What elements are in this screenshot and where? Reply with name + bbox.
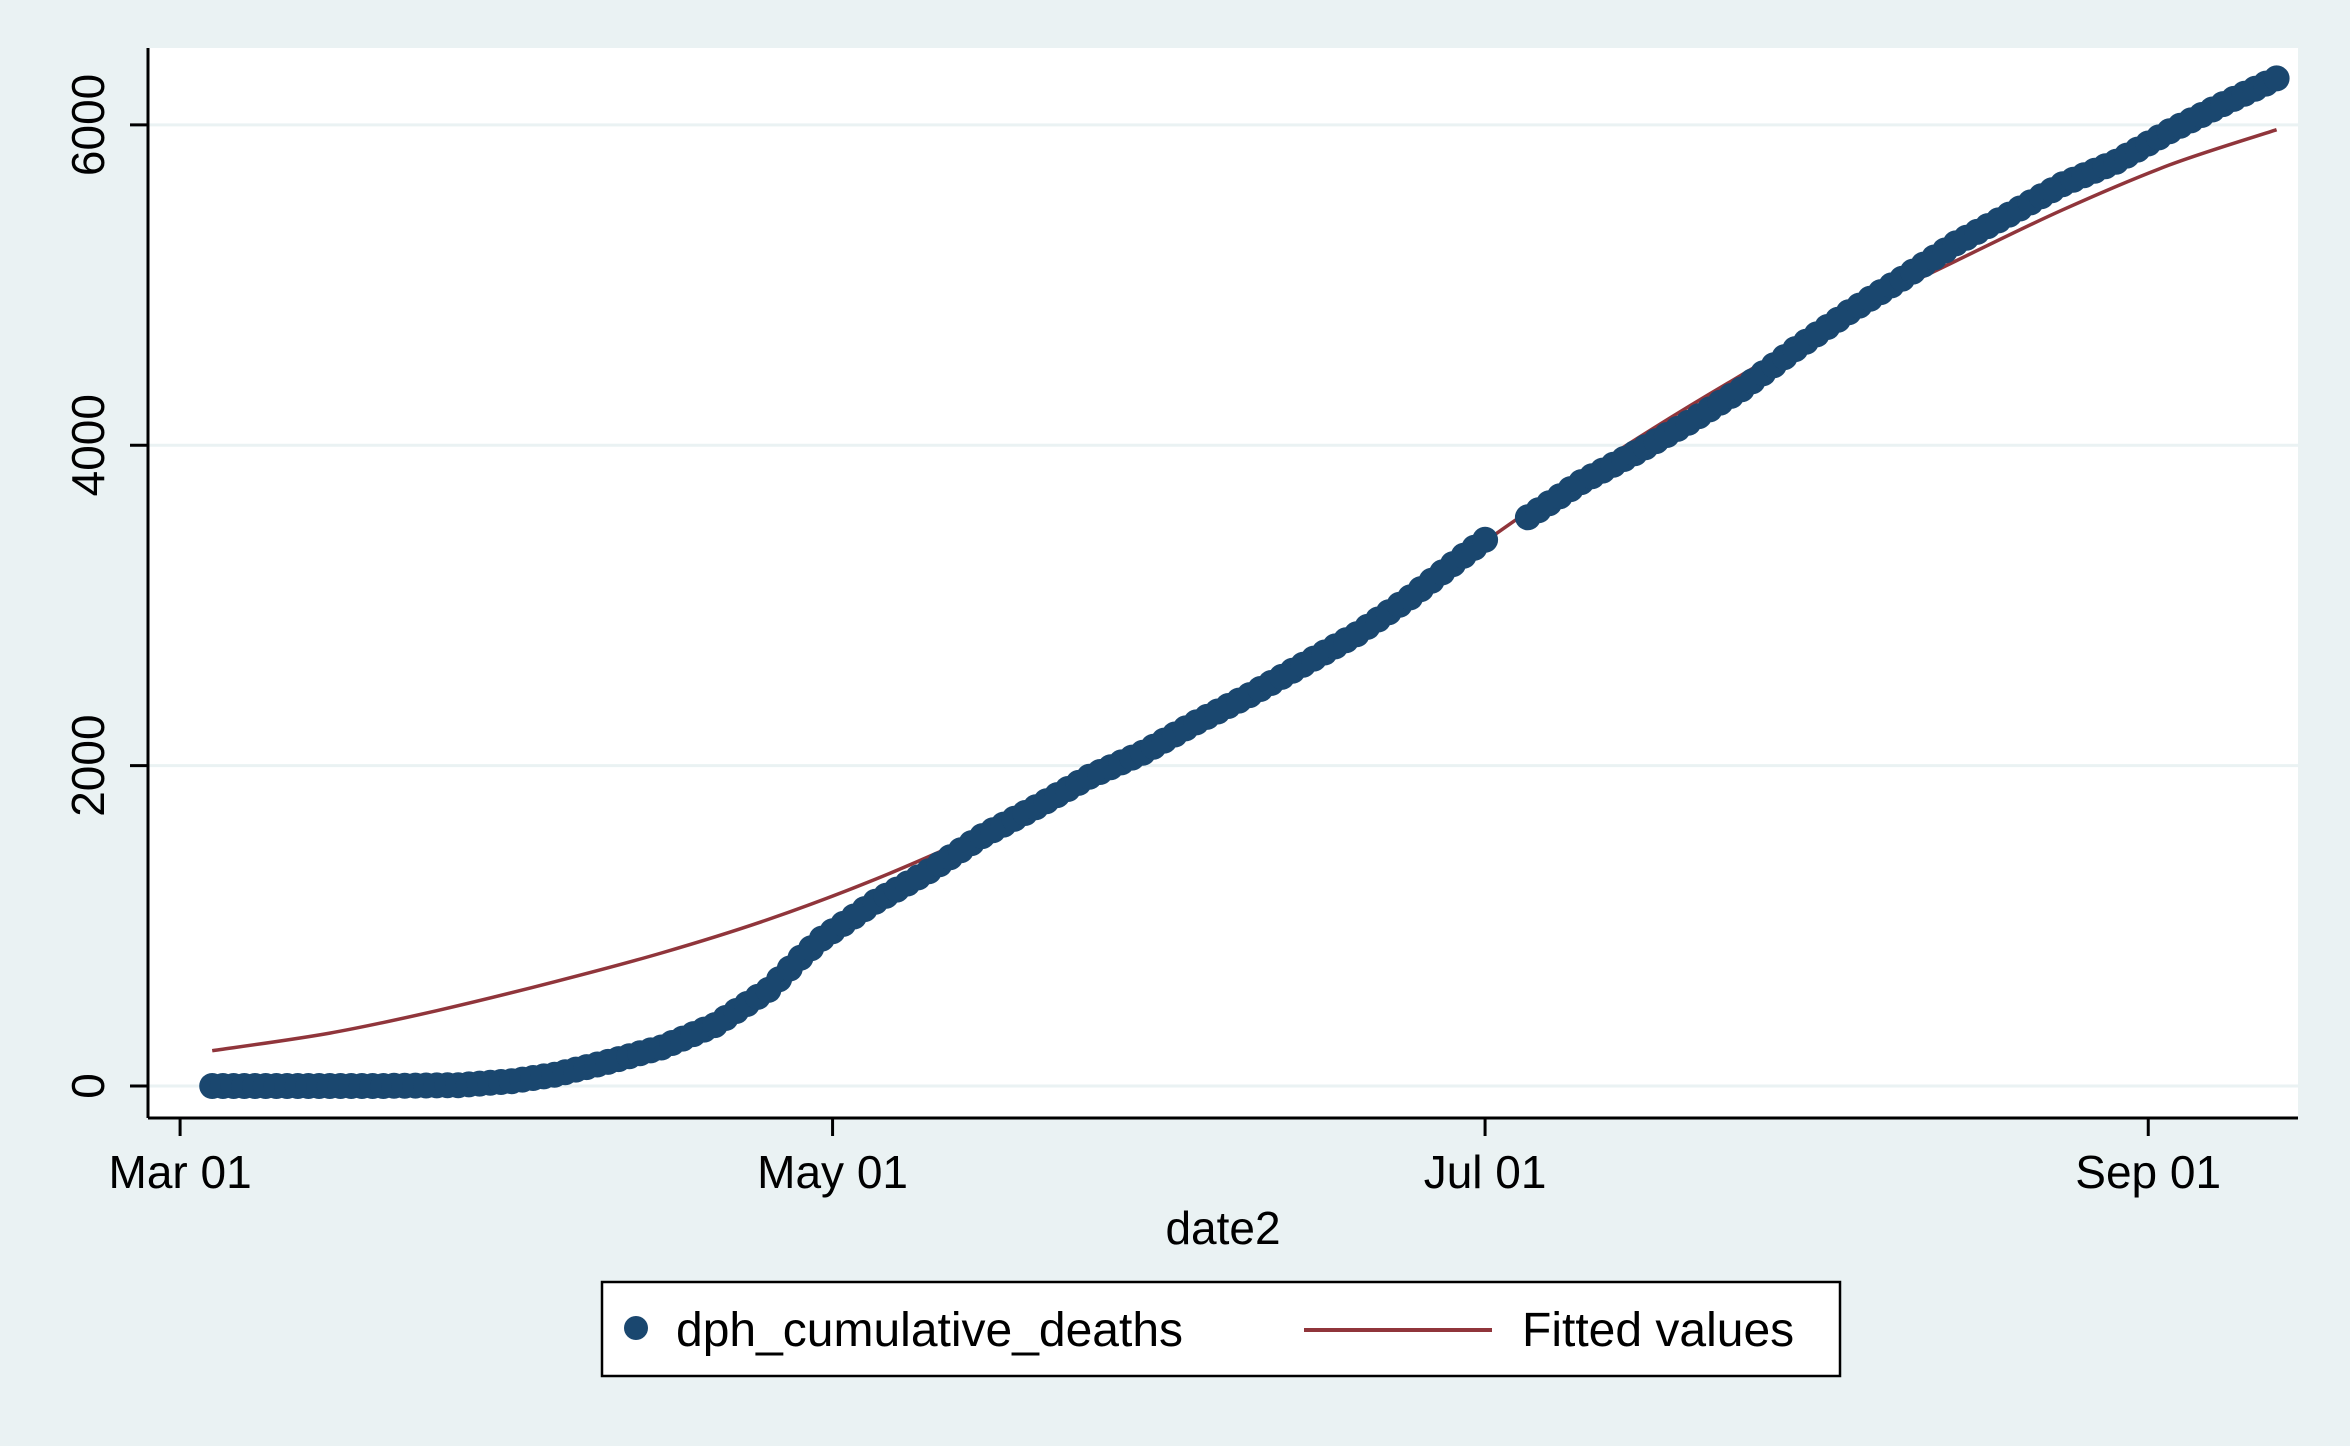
legend: dph_cumulative_deaths Fitted values — [600, 1280, 1842, 1378]
x-axis-title: date2 — [1165, 1202, 1280, 1254]
legend-marker-points — [624, 1316, 648, 1340]
data-point — [2263, 65, 2290, 92]
y-tick-label: 4000 — [62, 394, 114, 496]
points-layer — [199, 65, 2290, 1099]
legend-label-fitted: Fitted values — [1522, 1304, 1794, 1357]
y-tick-label: 2000 — [62, 714, 114, 816]
legend-box — [600, 1280, 1842, 1378]
legend-label-points: dph_cumulative_deaths — [676, 1304, 1183, 1357]
x-tick-label: Sep 01 — [2075, 1146, 2221, 1198]
x-tick-label: Jul 01 — [1424, 1146, 1547, 1198]
y-tick-label: 6000 — [62, 74, 114, 176]
x-tick-label: Mar 01 — [109, 1146, 252, 1198]
y-tick-label: 0 — [62, 1073, 114, 1099]
data-point — [1472, 526, 1499, 553]
plot-area — [148, 48, 2298, 1118]
x-tick-label: May 01 — [757, 1146, 908, 1198]
axes: 0 2000 4000 6000 Mar 01 May 01 Jul 01 Sep 01 — [62, 48, 2298, 1198]
